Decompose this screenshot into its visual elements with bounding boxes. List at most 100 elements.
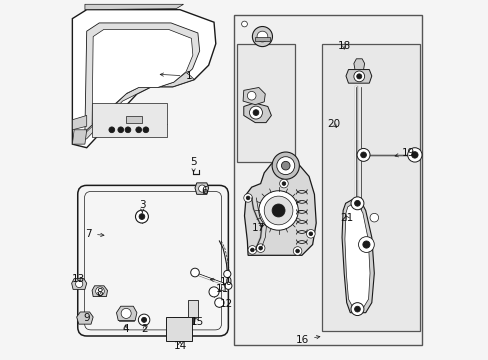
Circle shape [353, 71, 364, 82]
Circle shape [306, 229, 314, 238]
Circle shape [109, 127, 115, 133]
Text: 20: 20 [327, 120, 340, 129]
Text: 12: 12 [220, 299, 233, 309]
Circle shape [247, 91, 255, 100]
Circle shape [362, 241, 369, 248]
Circle shape [125, 127, 131, 133]
Circle shape [139, 214, 144, 220]
Circle shape [121, 309, 131, 319]
Circle shape [76, 280, 82, 288]
Polygon shape [344, 204, 369, 307]
Text: 3: 3 [139, 200, 145, 213]
Polygon shape [74, 72, 194, 144]
Circle shape [241, 21, 247, 27]
Polygon shape [92, 30, 192, 125]
Polygon shape [72, 279, 86, 289]
Polygon shape [341, 200, 373, 313]
Text: 19: 19 [394, 148, 415, 158]
Circle shape [96, 287, 104, 296]
Circle shape [118, 127, 123, 133]
Text: 21: 21 [340, 213, 353, 222]
Circle shape [356, 74, 361, 79]
Bar [187, 300, 198, 317]
Circle shape [358, 237, 373, 252]
Text: 11: 11 [215, 284, 228, 294]
Polygon shape [85, 4, 183, 10]
Text: 8: 8 [96, 288, 102, 298]
Circle shape [136, 127, 142, 133]
Bar [234, 15, 421, 345]
Polygon shape [244, 103, 271, 123]
Polygon shape [72, 10, 215, 148]
Polygon shape [116, 306, 137, 320]
Text: 6: 6 [202, 186, 208, 196]
Text: 14: 14 [173, 341, 186, 351]
Circle shape [253, 110, 258, 116]
Circle shape [282, 182, 285, 185]
Circle shape [354, 306, 360, 312]
Circle shape [135, 210, 148, 223]
Circle shape [264, 196, 292, 225]
Circle shape [369, 213, 378, 222]
Circle shape [247, 246, 256, 254]
Circle shape [198, 185, 205, 192]
Circle shape [350, 197, 363, 210]
Bar [166, 317, 192, 341]
Polygon shape [353, 59, 364, 69]
Circle shape [224, 282, 231, 289]
Polygon shape [92, 286, 107, 297]
Polygon shape [243, 87, 265, 105]
Circle shape [407, 148, 421, 162]
Polygon shape [244, 160, 316, 255]
Circle shape [354, 201, 360, 206]
Text: 13: 13 [72, 274, 85, 284]
Circle shape [295, 249, 299, 253]
Circle shape [258, 246, 262, 250]
Bar [237, 44, 294, 162]
Text: 9: 9 [83, 313, 90, 323]
Bar [255, 37, 269, 41]
Circle shape [250, 248, 254, 252]
Circle shape [279, 179, 287, 188]
Polygon shape [72, 130, 86, 144]
Text: 16: 16 [295, 334, 319, 345]
Circle shape [308, 232, 312, 235]
Text: 5: 5 [190, 157, 197, 173]
Circle shape [293, 247, 301, 255]
Polygon shape [77, 312, 93, 324]
Text: 1: 1 [160, 71, 192, 81]
Polygon shape [72, 116, 86, 130]
Circle shape [190, 268, 199, 277]
Circle shape [252, 27, 272, 46]
Bar [92, 103, 167, 137]
Text: 7: 7 [85, 229, 104, 239]
Polygon shape [346, 69, 371, 83]
Polygon shape [85, 23, 199, 132]
Text: 2: 2 [141, 324, 148, 334]
Text: 4: 4 [122, 324, 128, 334]
Circle shape [246, 196, 249, 200]
Circle shape [138, 314, 149, 325]
Text: 17: 17 [251, 224, 264, 233]
Circle shape [208, 287, 219, 297]
Circle shape [142, 318, 146, 322]
Circle shape [214, 298, 224, 307]
Circle shape [360, 152, 366, 158]
Circle shape [271, 204, 285, 217]
Bar [321, 44, 419, 330]
Circle shape [356, 148, 369, 161]
Circle shape [350, 303, 363, 316]
Circle shape [258, 191, 298, 230]
Circle shape [257, 31, 267, 42]
Polygon shape [195, 183, 208, 194]
Circle shape [249, 106, 262, 119]
Circle shape [256, 244, 264, 252]
Circle shape [411, 152, 417, 158]
Text: 15: 15 [190, 317, 203, 327]
Text: 10: 10 [210, 277, 233, 287]
Circle shape [276, 157, 294, 175]
Circle shape [281, 161, 289, 170]
Circle shape [223, 270, 230, 278]
Circle shape [244, 194, 252, 202]
Bar [126, 116, 142, 123]
